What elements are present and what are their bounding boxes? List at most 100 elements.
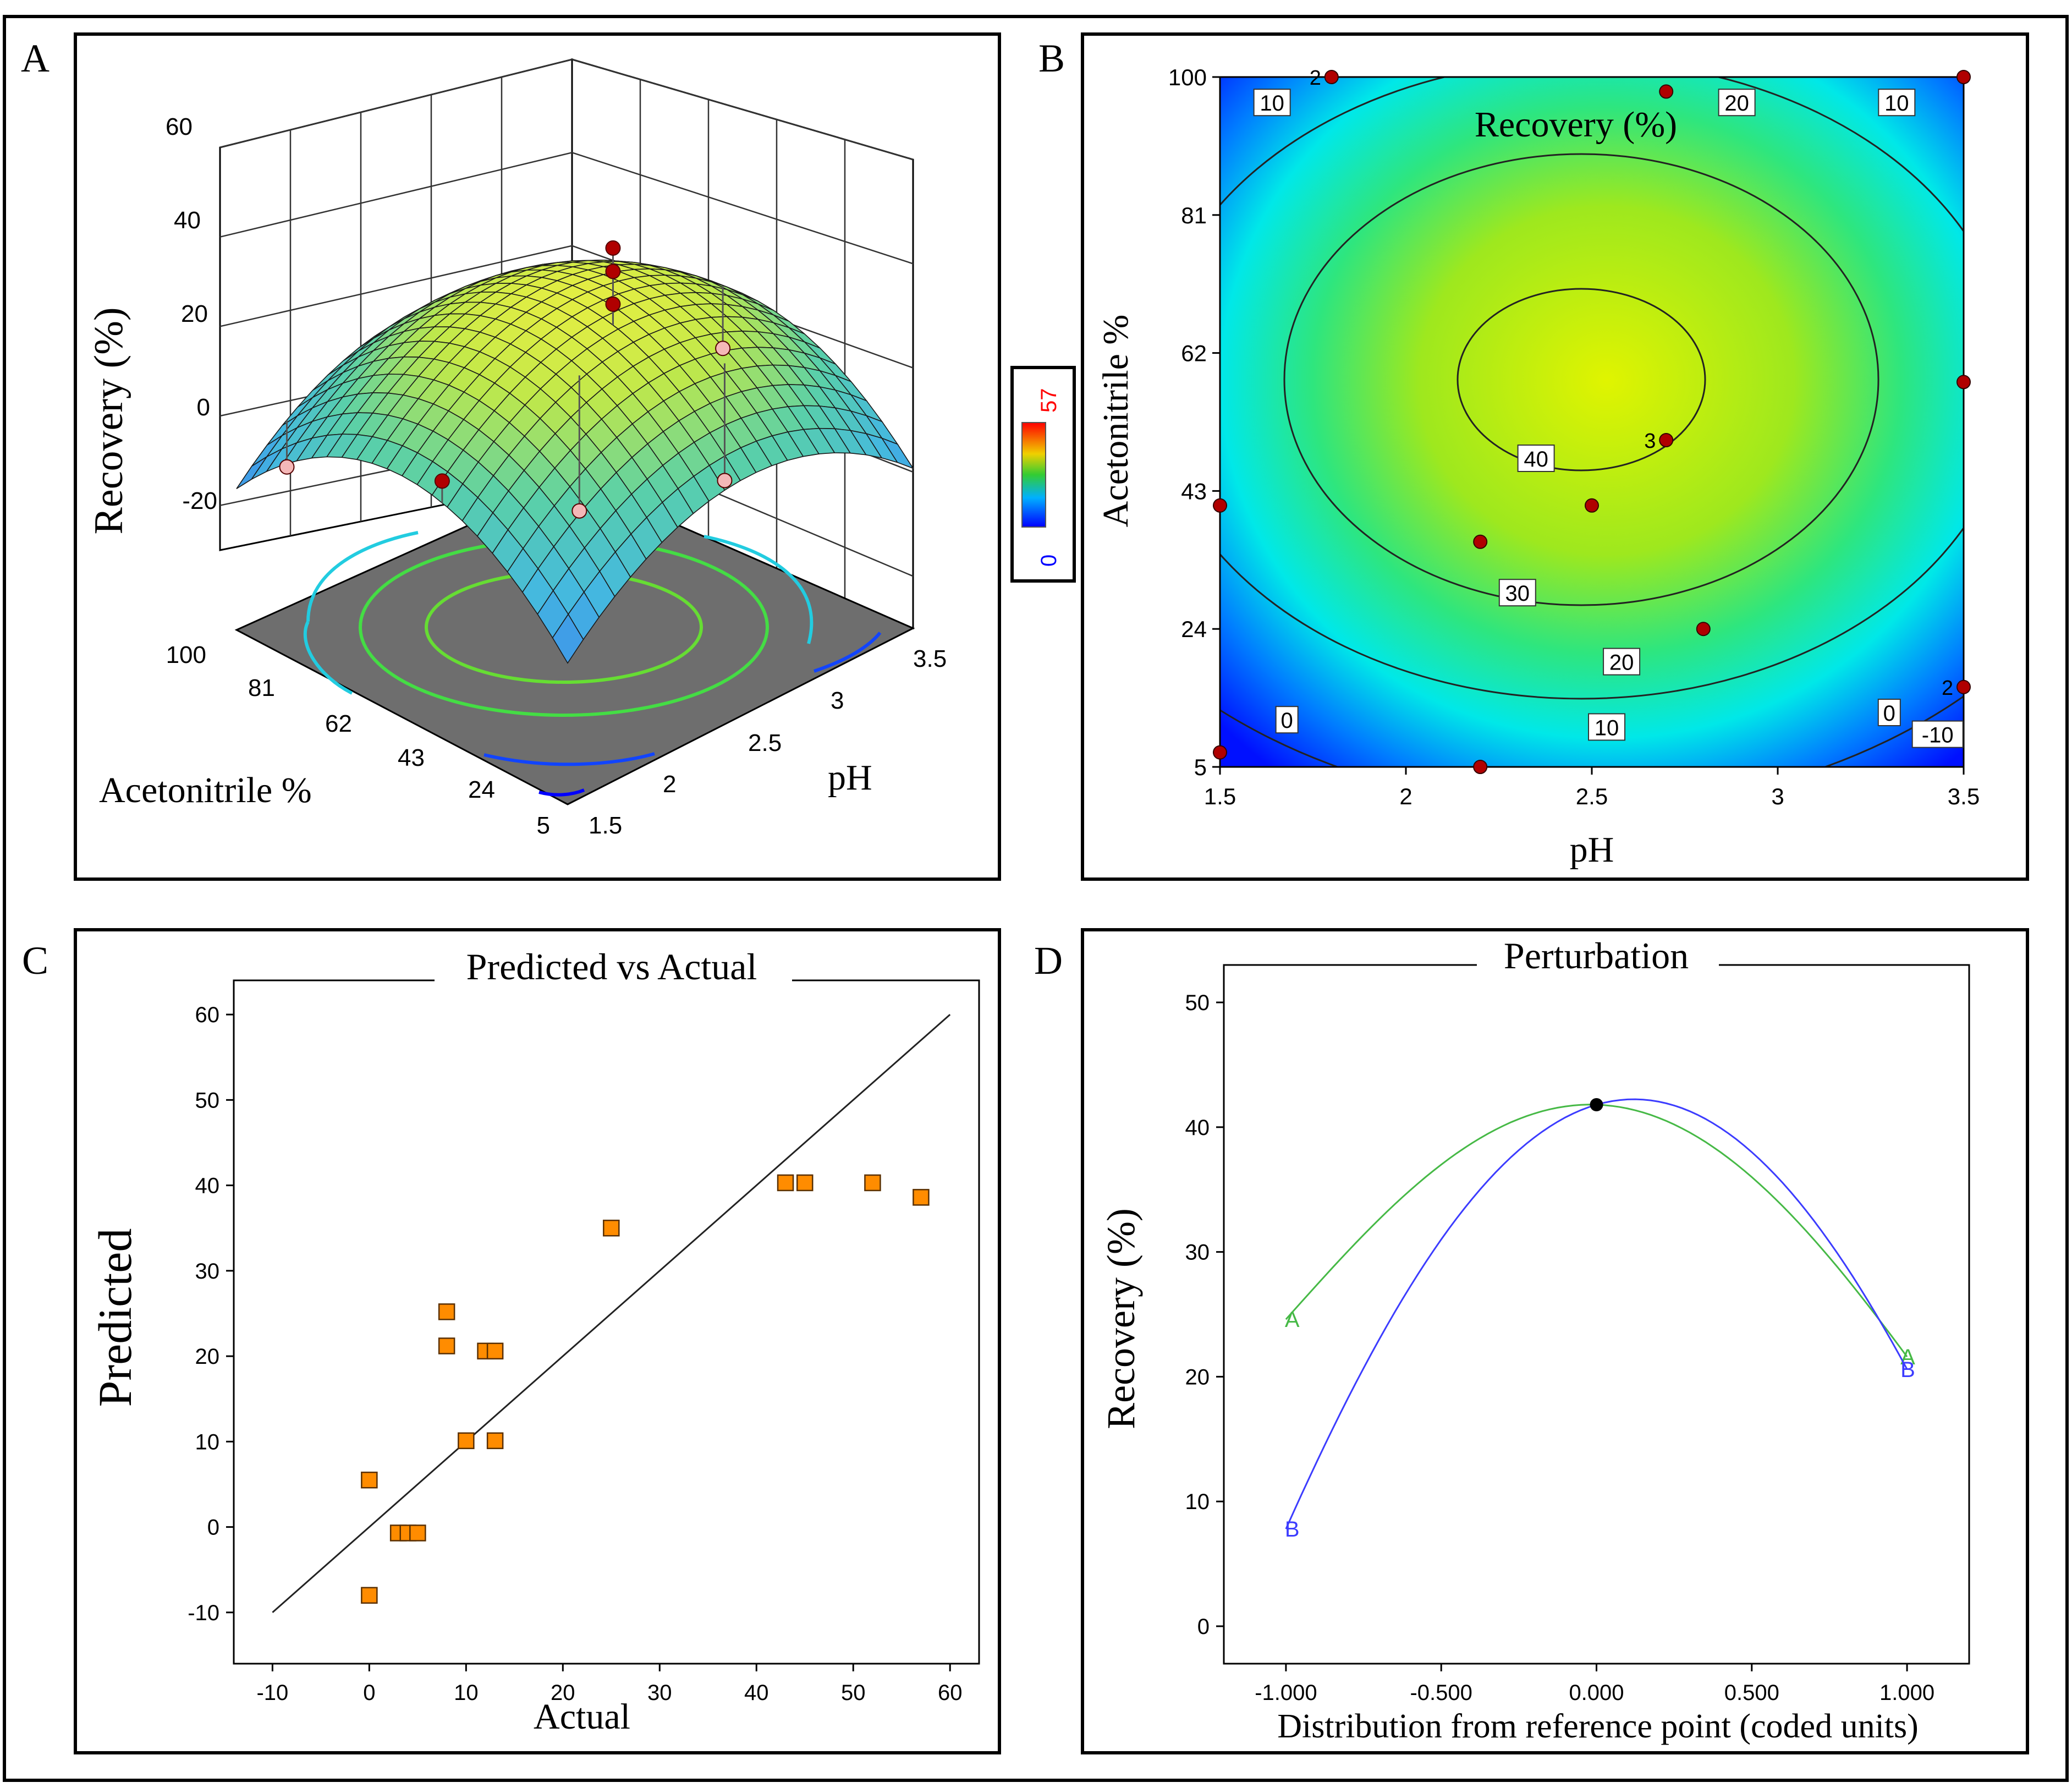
scatter-point [486, 1432, 504, 1450]
contour-point-count: 2 [1310, 67, 1321, 90]
a-z-tick: 40 [174, 207, 201, 234]
y-tick-label: 5 [1194, 754, 1207, 780]
contour-label-box [1877, 699, 1901, 726]
x-tick-label: 1.5 [1204, 783, 1236, 809]
y-tick-label: 50 [195, 1088, 220, 1112]
x-tick-label: 3 [1771, 783, 1784, 809]
contour-label: 10 [1595, 716, 1619, 740]
contour-point [1213, 745, 1227, 760]
d-title-bg [1477, 935, 1719, 976]
design-points-3d [279, 240, 733, 519]
contour-label-box [1603, 648, 1641, 676]
y-tick-label: 10 [195, 1430, 220, 1454]
y-tick-label: 0 [1197, 1615, 1210, 1639]
scatter-point [361, 1471, 378, 1489]
x-tick-label: 2 [1399, 783, 1412, 809]
wall-gridline [219, 58, 573, 149]
contour-label: 10 [1884, 91, 1909, 116]
y-tick-label: 20 [195, 1345, 220, 1369]
y-tick-label: 0 [207, 1516, 219, 1540]
panel-label-a: A [21, 36, 50, 80]
y-tick-label: 100 [1168, 64, 1207, 90]
contour-point [1956, 679, 1971, 694]
y-tick-label: 24 [1181, 616, 1207, 642]
panel-c-scatter-plot: Predicted vs Actual -10 0 10 20 30 40 50 60 60 50… [89, 946, 980, 1737]
contour-label-box [1911, 720, 1964, 748]
y-tick-label: 62 [1181, 341, 1207, 366]
contour-label: 40 [1524, 447, 1548, 471]
contour-label: 20 [1724, 91, 1749, 116]
contour-label-box [1275, 706, 1299, 734]
contour-point-count: 2 [1942, 677, 1953, 700]
contour-label-box [1517, 445, 1555, 472]
x-tick-label: 40 [744, 1681, 769, 1705]
contour-fill [1220, 77, 1964, 767]
contour-label: 10 [1260, 91, 1284, 116]
panel-label-d: D [1034, 939, 1063, 983]
design-point [715, 341, 731, 356]
a-y-tick: 62 [325, 710, 352, 737]
contour-point [1956, 375, 1971, 390]
a-x-tick: 2.5 [748, 730, 782, 756]
y-tick-label: 43 [1181, 478, 1207, 504]
x-tick-label: 60 [938, 1681, 963, 1705]
response-surface [236, 259, 914, 664]
wall-gridline [571, 58, 914, 161]
c-plot-frame [233, 979, 980, 1665]
design-point [434, 473, 450, 489]
y-tick-label: 30 [1185, 1241, 1210, 1265]
x-tick-label: 30 [647, 1681, 672, 1705]
contour-label-box [1498, 579, 1536, 607]
scatter-point [361, 1587, 378, 1604]
x-tick-label: 0.000 [1569, 1681, 1624, 1705]
a-y-axis-title: Acetonitrile % [99, 770, 312, 810]
c-reference-line [272, 1013, 951, 1613]
a-y-tick: 81 [248, 674, 275, 701]
b-title: Recovery (%) [1475, 105, 1677, 145]
contour-level-labels: 10 20 10 40 30 20 10 0 0 -10 [1253, 89, 1964, 748]
x-tick-label: 20 [551, 1681, 575, 1705]
scatter-point [438, 1337, 455, 1354]
a-z-tick: 0 [197, 394, 210, 421]
a-z-tick: 20 [181, 300, 208, 327]
contour-point [1696, 622, 1711, 637]
y-tick-label: 30 [195, 1259, 220, 1284]
a-y-tick: 43 [398, 744, 425, 771]
contour-lines [1220, 77, 1964, 767]
x-tick-label: 1.000 [1879, 1681, 1934, 1705]
d-y-axis-title: Recovery (%) [1099, 1208, 1143, 1429]
y-tick-label: 10 [1185, 1490, 1210, 1514]
contour-label: 30 [1505, 582, 1530, 606]
a-y-tick: 24 [468, 776, 495, 803]
scatter-point [796, 1174, 814, 1192]
c-title-bg [435, 947, 792, 989]
d-title: Perturbation [1504, 935, 1689, 977]
b-x-axis-title: pH [1570, 830, 1614, 870]
colorbar-max-label: 57 [1037, 388, 1061, 413]
design-point [279, 459, 295, 475]
y-tick-label: -10 [188, 1601, 219, 1625]
a-x-tick: 3 [831, 687, 844, 714]
contour-point [1659, 433, 1674, 447]
contour-label-box [1878, 89, 1916, 117]
scatter-point [913, 1189, 930, 1206]
panel-label-c: C [22, 939, 48, 983]
series-end-label: B [1285, 1517, 1300, 1542]
x-tick-label: -0.500 [1410, 1681, 1472, 1705]
panel-a-surface-plot: 60 40 20 0 -20 100 81 62 43 24 5 1.5 2 2… [86, 58, 947, 839]
a-x-axis-title: pH [828, 758, 872, 798]
contour-label-box [1718, 89, 1756, 117]
colorbar-gradient [1021, 422, 1046, 528]
a-x-tick: 1.5 [589, 812, 622, 839]
y-tick-label: 40 [1185, 1116, 1210, 1140]
panel-d-perturbation-plot: Perturbation -1.000 -0.500 0.000 0.500 1.000… [1099, 935, 1970, 1745]
c-title: Predicted vs Actual [466, 946, 757, 988]
a-z-axis-title: Recovery (%) [86, 308, 131, 535]
contour-point [1324, 70, 1339, 84]
y-tick-label: 20 [1185, 1365, 1210, 1389]
x-tick-label: 10 [454, 1681, 479, 1705]
scatter-point [486, 1342, 504, 1360]
design-point [605, 296, 621, 312]
